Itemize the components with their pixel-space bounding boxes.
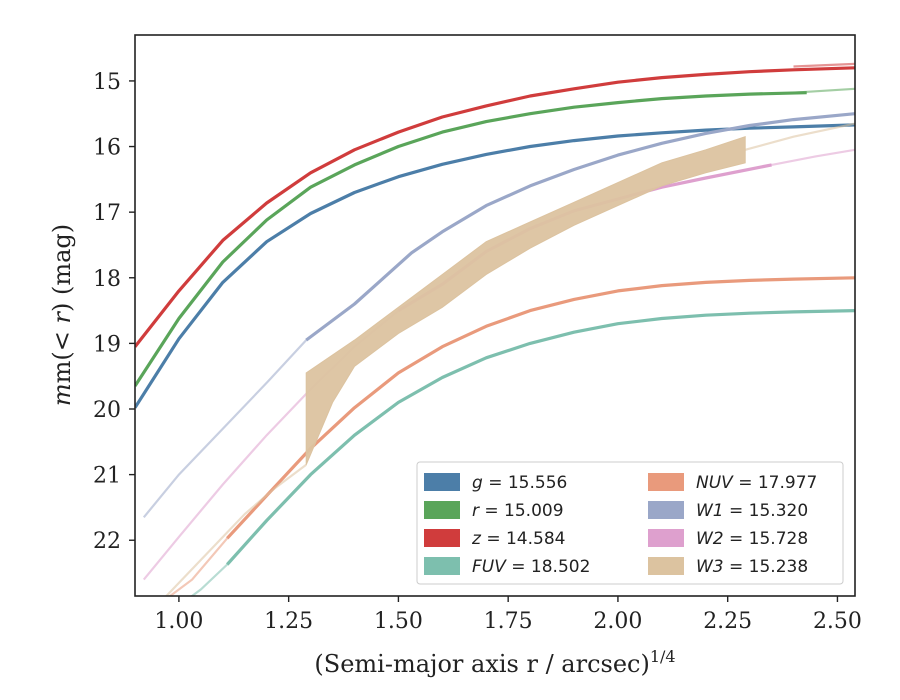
series-z-line — [135, 66, 855, 348]
legend-swatch-w1 — [648, 501, 684, 519]
plot-area — [135, 62, 855, 596]
y-tick-label: 17 — [93, 201, 121, 226]
series-r — [135, 87, 855, 387]
y-axis-label-math: < r — [48, 311, 76, 352]
legend-entry-g: g = 15.556 — [472, 473, 567, 493]
series-w3-faded-tail — [744, 122, 855, 151]
legend-entry-fuv: FUV = 18.502 — [472, 557, 590, 577]
legend-entry-w1: W1 = 15.320 — [696, 501, 808, 521]
y-tick-label: 20 — [93, 398, 121, 423]
series-fuv-line — [226, 309, 855, 566]
x-axis-label-text: (Semi-major axis r / arcsec) — [314, 650, 649, 678]
legend-swatch-nuv — [648, 473, 684, 491]
legend-swatch-z — [424, 529, 460, 547]
series-w1-line — [305, 112, 855, 342]
legend-swatch-w3 — [648, 557, 684, 575]
legend-swatch-w2 — [648, 529, 684, 547]
legend-swatch-g — [424, 473, 460, 491]
series-w1 — [142, 112, 855, 518]
x-tick-label: 1.25 — [264, 609, 313, 634]
series-fuv — [190, 309, 855, 596]
legend-entry-w2: W2 = 15.728 — [696, 529, 808, 549]
y-tick-label: 15 — [93, 70, 121, 95]
series-w3-band — [305, 136, 746, 465]
x-tick-label: 1.00 — [154, 609, 203, 634]
legend-box — [416, 461, 844, 585]
legend-entry-r: r = 15.009 — [472, 501, 564, 521]
legend: g = 15.556 r = 15.009 z = 14.584 FUV = 18.5… — [416, 461, 844, 585]
series-nuv-line — [226, 276, 855, 540]
series-w3-faded-line — [164, 463, 307, 596]
x-tick-label: 2.00 — [593, 609, 642, 634]
legend-entry-z: z = 14.584 — [471, 529, 565, 549]
plot-frame — [134, 34, 856, 597]
series-r-line — [135, 91, 807, 387]
x-axis-ticks: 1.00 1.25 1.50 1.75 2.00 2.25 2.50 — [154, 596, 862, 634]
y-tick-label: 19 — [93, 332, 121, 357]
series-fuv-faded-line — [190, 563, 228, 596]
x-tick-label: 1.50 — [374, 609, 423, 634]
series-w2-faded-tail — [771, 148, 855, 166]
legend-entry-nuv: NUV = 17.977 — [696, 473, 817, 493]
y-tick-label: 18 — [93, 267, 121, 292]
y-tick-label: 21 — [93, 464, 121, 489]
y-axis-ticks: 15 16 17 18 19 20 21 22 — [93, 70, 135, 554]
legend-entry-w3: W3 = 15.238 — [696, 557, 808, 577]
y-tick-label: 22 — [93, 529, 121, 554]
series-w3 — [164, 122, 855, 596]
x-tick-label: 1.75 — [484, 609, 533, 634]
x-tick-label: 2.50 — [813, 609, 862, 634]
series-z-faded-line — [793, 62, 855, 68]
x-axis-label-superscript: 1/4 — [650, 647, 676, 666]
x-axis-label: (Semi-major axis r / arcsec)1/4 — [314, 647, 675, 678]
legend-swatch-r — [424, 501, 460, 519]
series-nuv-faded-line — [168, 537, 229, 596]
series-w1-faded-line — [142, 339, 308, 518]
series-nuv — [168, 276, 855, 596]
y-tick-label: 16 — [93, 136, 121, 161]
y-axis-label-suffix: ) (mag) — [48, 224, 76, 312]
y-axis-label: mm(< r) (mag) — [48, 224, 76, 406]
series-z — [135, 62, 855, 348]
x-tick-label: 2.25 — [703, 609, 752, 634]
legend-swatch-fuv — [424, 557, 460, 575]
y-axis-label-prefix: m( — [48, 351, 76, 383]
